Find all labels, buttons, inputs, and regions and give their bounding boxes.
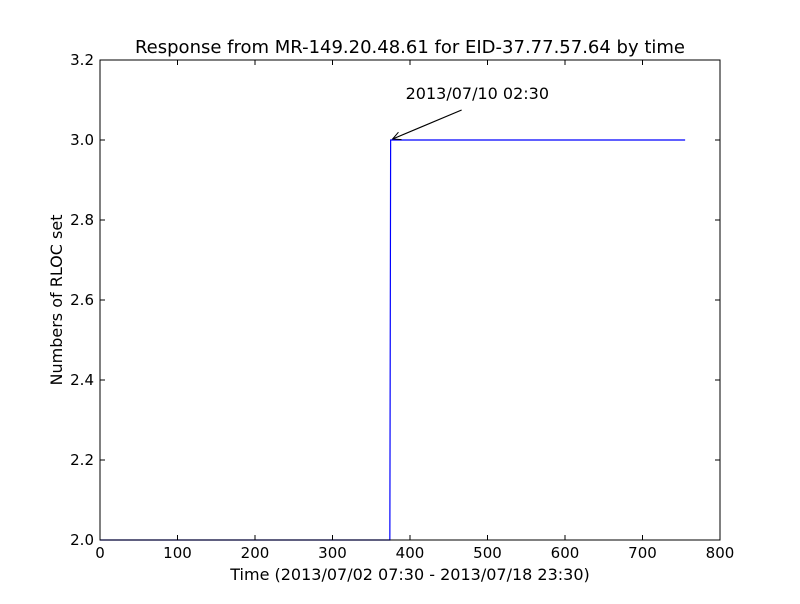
x-tick-label: 500 (473, 544, 502, 562)
annotation-label: 2013/07/10 02:30 (406, 84, 549, 103)
y-tick-label: 2.8 (70, 211, 94, 229)
x-tick-label: 300 (318, 544, 347, 562)
x-tick-label: 100 (163, 544, 192, 562)
x-tick-label: 800 (706, 544, 735, 562)
chart-title: Response from MR-149.20.48.61 for EID-37… (135, 37, 685, 58)
y-tick-label: 2.2 (70, 451, 94, 469)
x-tick-label: 700 (628, 544, 657, 562)
x-axis-label: Time (2013/07/02 07:30 - 2013/07/18 23:3… (229, 565, 590, 584)
y-tick-label: 2.6 (70, 291, 94, 309)
y-tick-label: 3.0 (70, 131, 94, 149)
x-tick-label: 600 (551, 544, 580, 562)
y-tick-label: 3.2 (70, 51, 94, 69)
annotation-arrow (393, 109, 462, 139)
x-tick-label: 0 (95, 544, 105, 562)
y-tick-label: 2.0 (70, 531, 94, 549)
y-tick-label: 2.4 (70, 371, 94, 389)
y-axis-label: Numbers of RLOC set (47, 215, 66, 386)
x-tick-label: 200 (241, 544, 270, 562)
x-tick-label: 400 (396, 544, 425, 562)
series-line-0 (100, 139, 686, 541)
